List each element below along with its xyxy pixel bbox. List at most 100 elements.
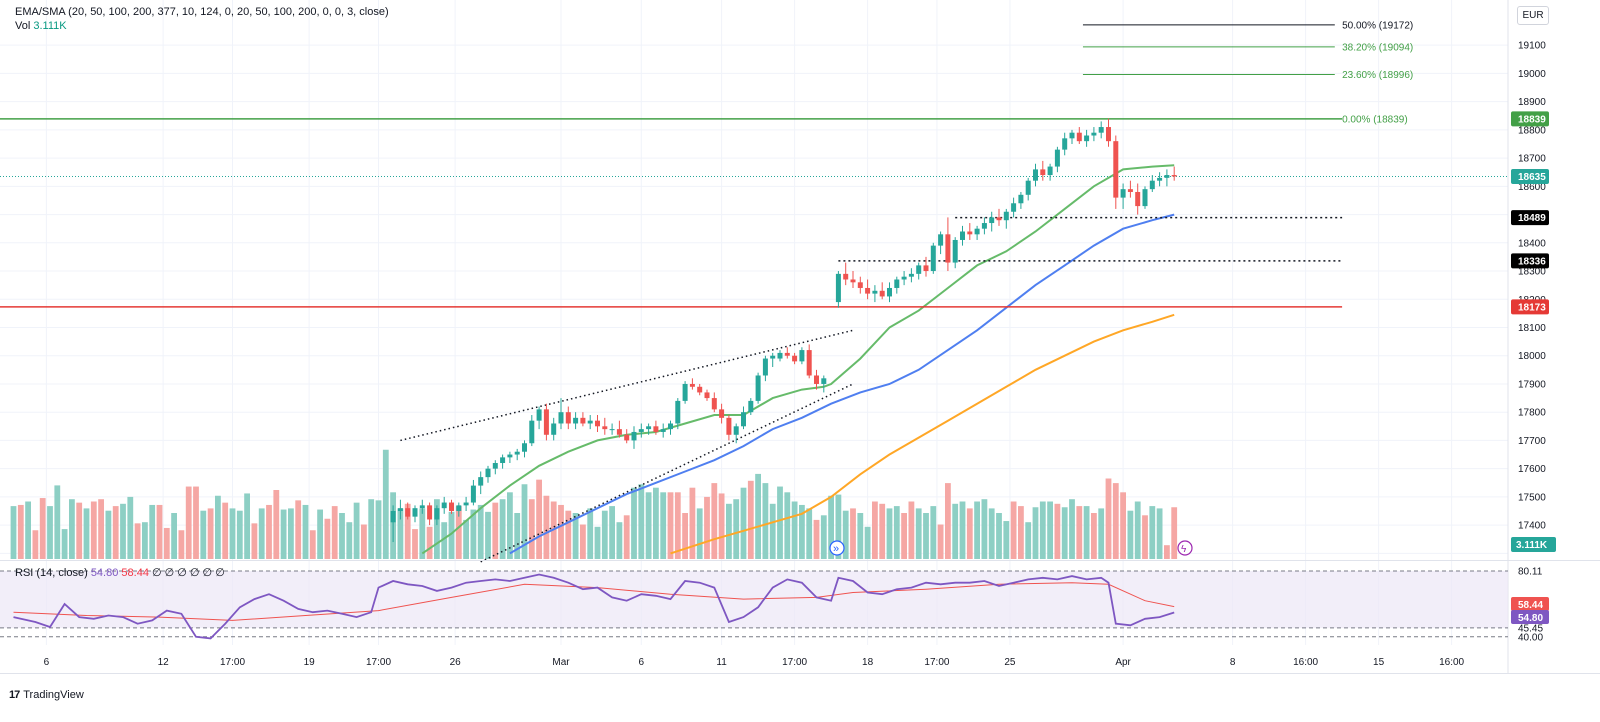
volume-bar [1069, 499, 1075, 559]
time-tick-label: 16:00 [1293, 657, 1318, 668]
volume-bar [733, 499, 740, 559]
volume-bar [660, 492, 667, 559]
volume-bar [127, 496, 134, 559]
volume-bar [207, 508, 214, 559]
currency-button[interactable]: EUR [1517, 6, 1549, 25]
price-tick-label: 18400 [1518, 238, 1546, 249]
volume-bar [324, 518, 331, 559]
volume-bar [193, 486, 199, 559]
volume-bar [98, 499, 104, 559]
volume-label: Vol [15, 20, 31, 32]
volume-bar [755, 473, 761, 559]
rsi-value-box [1511, 597, 1549, 612]
rsi-legend[interactable]: RSI (14, close) 54.80 58.44 ∅ ∅ ∅ ∅ ∅ ∅ [15, 566, 225, 579]
candle-body [1033, 169, 1038, 181]
candle-body [522, 443, 527, 452]
candle-body [1018, 194, 1024, 204]
candle-body [879, 290, 885, 297]
time-tick-label: 26 [450, 657, 462, 668]
volume-bar [616, 522, 623, 559]
volume-bar [69, 499, 75, 559]
time-tick-label: 17:00 [220, 657, 245, 668]
candle-body [689, 383, 695, 387]
candle-body [616, 429, 622, 435]
volume-bar [295, 500, 302, 559]
candle-body [770, 355, 776, 359]
price-label-pivot-high-label: 18489 [1518, 213, 1546, 224]
candle-body [449, 502, 454, 512]
volume-bar [1047, 501, 1053, 559]
candle-body [485, 468, 491, 478]
volume-bar [711, 483, 718, 559]
candle-body [1157, 177, 1163, 181]
candle-body [784, 352, 790, 356]
candle-body [631, 431, 637, 441]
volume-bar [1098, 508, 1105, 559]
ema20-line [421, 164, 1175, 555]
tradingview-branding[interactable]: 17 TradingView [9, 689, 84, 701]
volume-bar [1010, 501, 1017, 559]
candle-body [412, 508, 418, 517]
candle-body [967, 231, 973, 235]
candle-body [405, 508, 411, 517]
candle-body [697, 386, 703, 393]
time-tick-label: 12 [158, 657, 170, 668]
volume-bar [83, 508, 90, 559]
price-label-resistance-box [1511, 111, 1549, 127]
volume-bar [10, 506, 17, 559]
volume-bar [645, 492, 652, 559]
volume-bars [10, 449, 1178, 559]
fib-label: 38.20% (19094) [1342, 42, 1413, 53]
volume-bar [280, 509, 287, 559]
candle-body [1120, 189, 1126, 198]
volume-bar [966, 508, 973, 559]
volume-bar [485, 511, 491, 559]
volume-bar [1164, 545, 1170, 559]
volume-bar [222, 502, 229, 559]
candle-body [573, 417, 579, 424]
volume-bar [1127, 510, 1134, 559]
volume-bar [507, 492, 513, 559]
time-tick-label: 6 [44, 657, 50, 668]
candle-body [989, 217, 995, 224]
price-tick-label: 17600 [1518, 464, 1546, 475]
volume-bar [514, 513, 521, 559]
volume-bar [674, 492, 681, 559]
volume-bar [463, 519, 469, 559]
volume-legend[interactable]: Vol 3.111K [15, 20, 67, 32]
volume-bar [1149, 506, 1156, 559]
candle-body [741, 412, 746, 427]
event-marker-icon [1177, 540, 1193, 556]
price-tick-label: 17900 [1518, 379, 1546, 390]
candle-body [1113, 141, 1119, 198]
volume-bar [769, 503, 776, 559]
volume-bar [930, 506, 937, 559]
volume-bar [521, 484, 528, 559]
volume-bar [134, 523, 141, 559]
last-price-label: 18635 [1518, 172, 1546, 183]
candle-body [1142, 189, 1148, 207]
price-tick-label: 19000 [1518, 69, 1546, 80]
price-tick-label: 18300 [1518, 267, 1546, 278]
volume-bar [1142, 515, 1148, 559]
candle-body [733, 426, 739, 435]
volume-bar [368, 499, 375, 559]
candle-body [996, 217, 1002, 221]
volume-bar [704, 496, 710, 559]
volume-bar [653, 487, 659, 559]
volume-bar [251, 523, 258, 559]
candle-body [1084, 135, 1090, 142]
volume-bar [820, 515, 827, 559]
volume-bar [142, 522, 148, 559]
volume-bar [974, 501, 980, 559]
time-tick-label: 17:00 [366, 657, 391, 668]
indicator-legend[interactable]: EMA/SMA (20, 50, 100, 200, 377, 10, 124,… [15, 6, 389, 18]
rsi-value-label: 58.44 [1518, 600, 1543, 611]
candle-body [901, 276, 907, 280]
volume-bar [1032, 507, 1039, 559]
volume-bar [1171, 507, 1178, 559]
volume-bar [1112, 483, 1119, 559]
volume-bar [273, 490, 280, 559]
